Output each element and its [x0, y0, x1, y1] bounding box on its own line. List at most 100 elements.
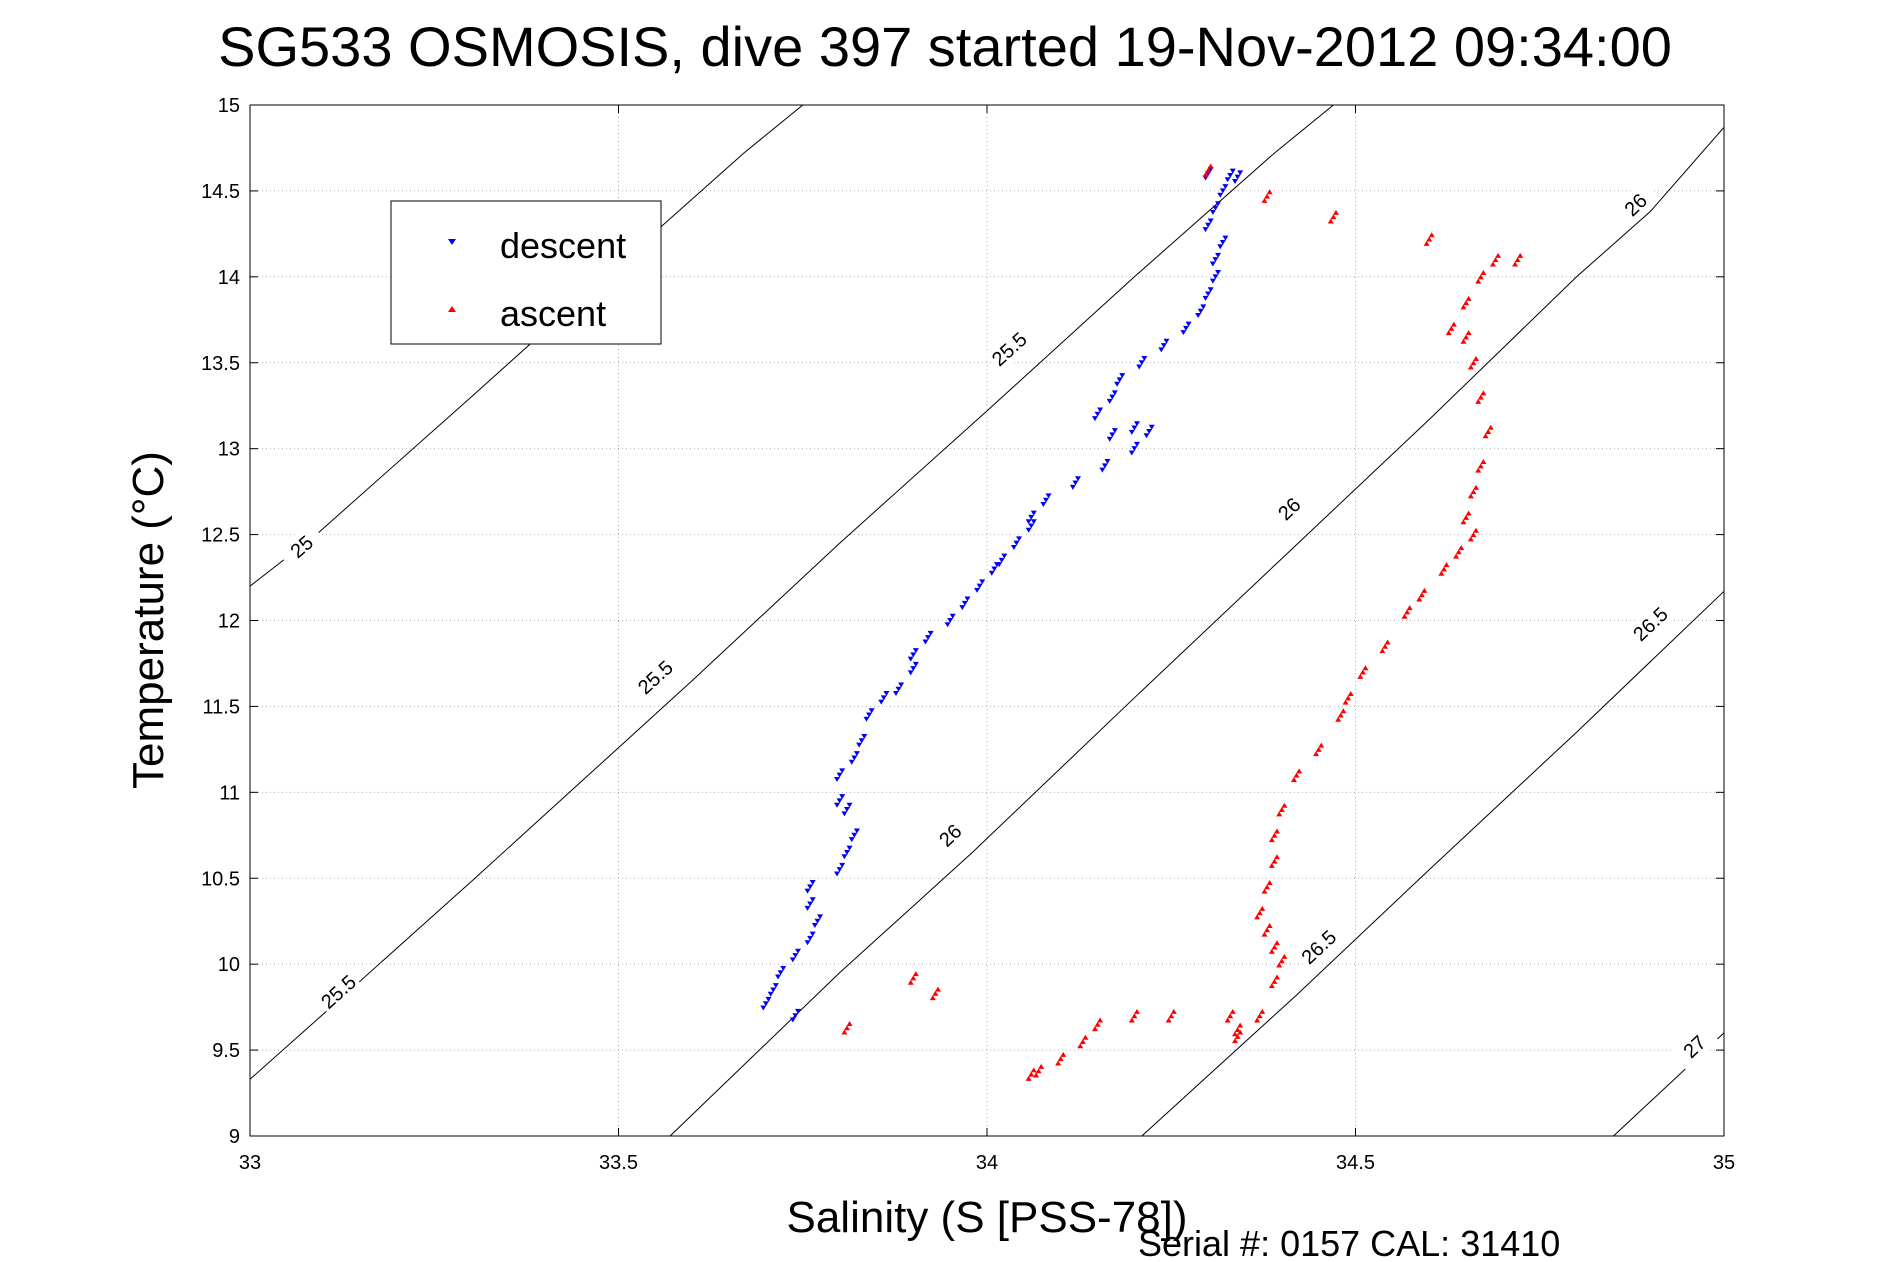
descent-point — [1109, 432, 1116, 438]
ascent-point — [1335, 716, 1342, 722]
ascent-point — [1276, 962, 1283, 968]
y-axis-label: Temperature (°C) — [124, 451, 173, 789]
ascent-point — [1274, 974, 1281, 980]
ascent-point — [1467, 364, 1474, 370]
ascent-point — [1332, 209, 1339, 215]
ascent-point — [1362, 665, 1369, 671]
descent-point — [817, 914, 824, 920]
descent-point — [1205, 291, 1212, 297]
descent-point — [1222, 235, 1229, 241]
descent-point — [1212, 274, 1219, 280]
ascent-point — [1477, 274, 1484, 280]
descent-point — [1131, 446, 1138, 452]
descent-point — [770, 987, 777, 993]
descent-point — [846, 802, 853, 808]
descent-point — [944, 622, 951, 628]
isopycnal-26 — [669, 126, 1725, 1137]
ascent-point — [1256, 1013, 1263, 1019]
descent-point — [1119, 373, 1126, 379]
descent-point — [762, 1001, 769, 1007]
ascent-point — [1357, 673, 1364, 679]
descent-point — [883, 691, 890, 697]
ascent-point — [1342, 699, 1349, 705]
descent-point — [1205, 222, 1212, 228]
descent-point — [853, 751, 860, 757]
descent-point — [836, 798, 843, 804]
ascent-point — [1416, 596, 1423, 602]
ascent-point — [1234, 1026, 1241, 1032]
legend-ascent-marker — [448, 306, 456, 312]
data-points — [760, 163, 1524, 1081]
descent-point — [1185, 321, 1192, 327]
descent-point — [834, 871, 841, 877]
ascent-point — [841, 1029, 848, 1035]
descent-point — [1209, 261, 1216, 267]
ascent-point — [1423, 240, 1430, 246]
descent-point — [1025, 519, 1032, 525]
descent-point — [1116, 377, 1123, 383]
descent-point — [1097, 407, 1104, 413]
descent-point — [772, 983, 779, 989]
descent-point — [895, 686, 902, 692]
descent-point — [1045, 493, 1052, 499]
ascent-point — [1401, 613, 1408, 619]
descent-point — [991, 566, 998, 572]
ascent-point — [1467, 493, 1474, 499]
ascent-point — [1440, 566, 1447, 572]
contour-label-bg — [276, 522, 327, 571]
ascent-point — [1463, 334, 1470, 340]
descent-point — [898, 682, 905, 688]
ascent-point — [1207, 163, 1214, 169]
ascent-point — [1347, 691, 1354, 697]
descent-point — [811, 923, 818, 929]
ascent-point — [1404, 609, 1411, 615]
descent-point — [974, 587, 981, 593]
descent-point — [792, 1013, 799, 1019]
ascent-point — [1340, 708, 1347, 714]
descent-point — [777, 970, 784, 976]
descent-point — [1069, 484, 1076, 490]
descent-point — [858, 738, 865, 744]
descent-point — [1106, 436, 1113, 442]
ascent-point — [1097, 1017, 1104, 1023]
ascent-point — [1475, 398, 1482, 404]
descent-point — [1091, 416, 1098, 422]
descent-point — [949, 613, 956, 619]
descent-point — [922, 639, 929, 645]
ascent-point — [1381, 643, 1388, 649]
ascent-point — [1281, 953, 1288, 959]
descent-point — [1237, 170, 1244, 176]
descent-point — [1146, 428, 1153, 434]
legend-box — [390, 200, 662, 345]
descent-point — [993, 562, 1000, 568]
descent-point — [1227, 172, 1234, 178]
descent-point — [868, 708, 875, 714]
ascent-point — [1264, 927, 1271, 933]
ascent-point — [1038, 1063, 1045, 1069]
ascent-point — [1480, 270, 1487, 276]
ascent-point — [1055, 1060, 1062, 1066]
ascent-point — [1165, 1017, 1172, 1023]
descent-point — [789, 957, 796, 963]
descent-point — [834, 776, 841, 782]
descent-point — [1075, 476, 1082, 482]
legend-ascent-label: ascent — [500, 293, 606, 334]
ascent-point — [1327, 218, 1334, 224]
ascent-point — [1271, 944, 1278, 950]
ascent-point — [934, 986, 941, 992]
legend-descent-marker — [448, 239, 456, 245]
ascent-point — [1458, 544, 1465, 550]
ascent-point — [1472, 355, 1479, 361]
ascent-point — [1514, 257, 1521, 263]
descent-point — [853, 828, 860, 834]
ascent-point — [1453, 553, 1460, 559]
ascent-point — [1227, 1013, 1234, 1019]
descent-point — [848, 759, 855, 765]
descent-point — [1209, 209, 1216, 215]
descent-point — [1133, 421, 1140, 427]
contour-label-bg — [1625, 599, 1676, 649]
ascent-point — [1480, 459, 1487, 465]
ascent-point — [1264, 193, 1271, 199]
descent-point — [780, 965, 787, 971]
descent-point — [861, 733, 868, 739]
